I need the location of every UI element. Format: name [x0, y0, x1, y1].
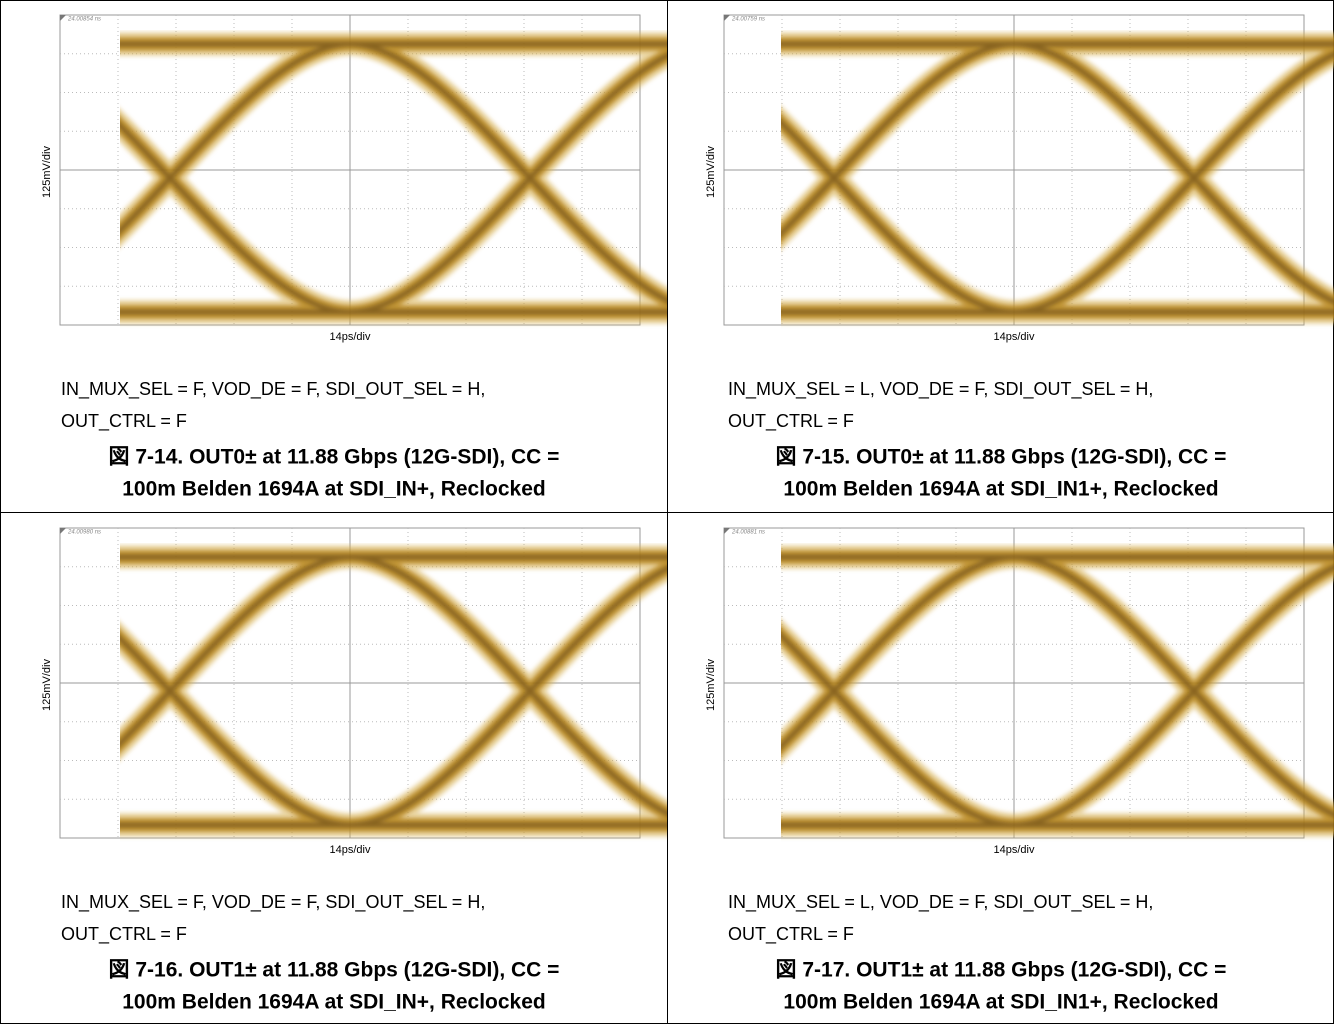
- timestamp: 24.00759 ns: [731, 17, 765, 23]
- caption: 100m Belden 1694A at SDI_IN1+, Reclocked: [783, 478, 1218, 501]
- caption: 図 7-14. OUT0± at 11.88 Gbps (12G-SDI), C…: [109, 446, 560, 469]
- figure-panel: 24.00881 ns 125mV/div 14ps/div IN_MUX_SEL =…: [667, 513, 1334, 1025]
- y-axis-label: 125mV/div: [41, 146, 53, 198]
- timestamp: 24.00980 ns: [67, 530, 101, 536]
- eye-diagram: [120, 545, 700, 837]
- trigger-marker: [724, 528, 730, 534]
- condition-text: IN_MUX_SEL = F, VOD_DE = F, SDI_OUT_SEL …: [61, 892, 485, 913]
- timestamp: 24.00881 ns: [731, 530, 765, 536]
- y-axis-label: 125mV/div: [705, 659, 717, 711]
- x-axis-label: 14ps/div: [330, 331, 371, 343]
- x-axis-label: 14ps/div: [330, 844, 371, 856]
- figure: 24.00980 ns 125mV/div 14ps/div IN_MUX_SEL =…: [41, 527, 700, 1014]
- eye-diagram: [781, 32, 1334, 324]
- divider: [0, 512, 1334, 513]
- figure: 24.00759 ns 125mV/div 14ps/div IN_MUX_SEL =…: [705, 14, 1334, 501]
- caption: 100m Belden 1694A at SDI_IN1+, Reclocked: [783, 991, 1218, 1014]
- figure-panel: 24.00759 ns 125mV/div 14ps/div IN_MUX_SEL =…: [667, 0, 1334, 512]
- eye-trace-core: [781, 41, 1334, 315]
- caption: 図 7-16. OUT1± at 11.88 Gbps (12G-SDI), C…: [109, 959, 560, 982]
- eye-diagram: [781, 545, 1334, 837]
- trigger-marker: [60, 15, 66, 21]
- condition-text: OUT_CTRL = F: [728, 924, 854, 945]
- caption: 100m Belden 1694A at SDI_IN+, Reclocked: [122, 991, 546, 1014]
- eye-trace-core: [781, 554, 1334, 828]
- condition-text: IN_MUX_SEL = F, VOD_DE = F, SDI_OUT_SEL …: [61, 379, 485, 400]
- condition-text: OUT_CTRL = F: [61, 924, 187, 945]
- eye-diagram: [120, 32, 700, 324]
- x-axis-label: 14ps/div: [994, 844, 1035, 856]
- trigger-marker: [60, 528, 66, 534]
- figure: 24.00854 ns 125mV/div 14ps/div IN_MUX_SEL =…: [41, 14, 700, 501]
- trigger-marker: [724, 15, 730, 21]
- condition-text: OUT_CTRL = F: [61, 411, 187, 432]
- y-axis-label: 125mV/div: [41, 659, 53, 711]
- condition-text: IN_MUX_SEL = L, VOD_DE = F, SDI_OUT_SEL …: [728, 892, 1153, 913]
- figure-panel: 24.00980 ns 125mV/div 14ps/div IN_MUX_SEL =…: [0, 513, 700, 1025]
- y-axis-label: 125mV/div: [705, 146, 717, 198]
- caption: 100m Belden 1694A at SDI_IN+, Reclocked: [122, 478, 546, 501]
- condition-text: OUT_CTRL = F: [728, 411, 854, 432]
- caption: 図 7-15. OUT0± at 11.88 Gbps (12G-SDI), C…: [776, 446, 1227, 469]
- timestamp: 24.00854 ns: [67, 17, 101, 23]
- eye-trace-core: [120, 554, 700, 828]
- condition-text: IN_MUX_SEL = L, VOD_DE = F, SDI_OUT_SEL …: [728, 379, 1153, 400]
- figure: 24.00881 ns 125mV/div 14ps/div IN_MUX_SEL =…: [705, 527, 1334, 1014]
- caption: 図 7-17. OUT1± at 11.88 Gbps (12G-SDI), C…: [776, 959, 1227, 982]
- figure-panel: 24.00854 ns 125mV/div 14ps/div IN_MUX_SEL =…: [0, 0, 700, 512]
- x-axis-label: 14ps/div: [994, 331, 1035, 343]
- eye-trace-core: [120, 41, 700, 315]
